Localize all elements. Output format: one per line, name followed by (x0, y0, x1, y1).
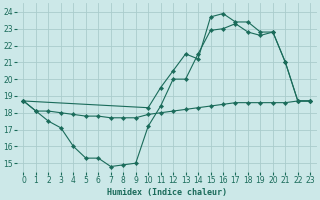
X-axis label: Humidex (Indice chaleur): Humidex (Indice chaleur) (107, 188, 227, 197)
